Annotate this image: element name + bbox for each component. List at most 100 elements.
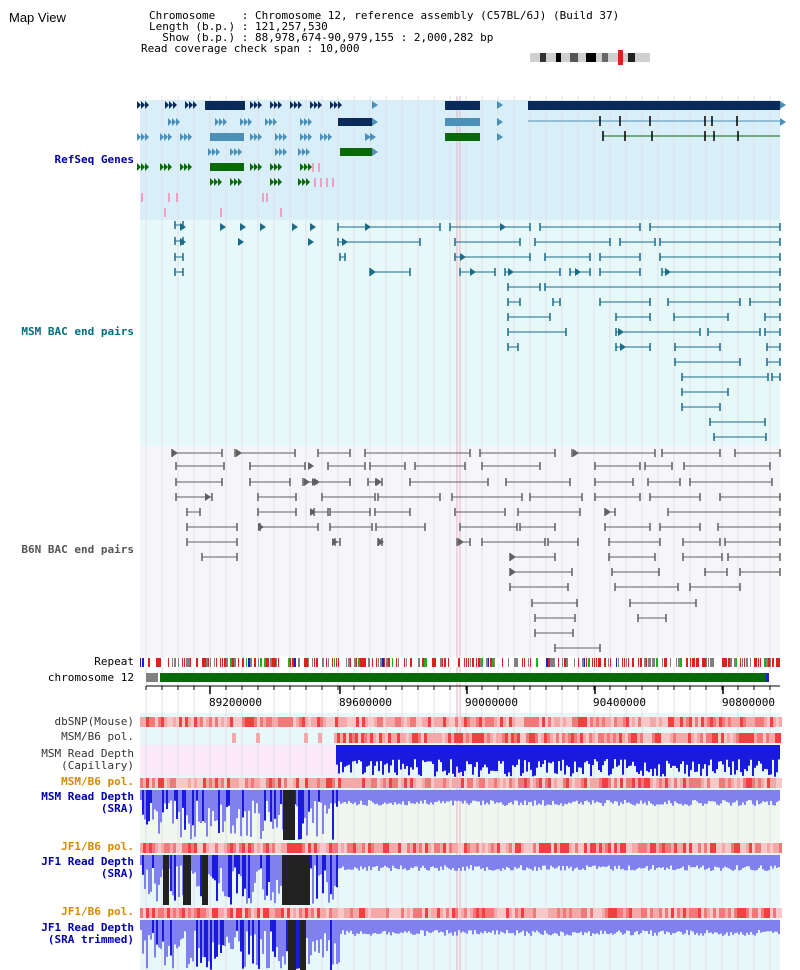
track-label-msm-b6-pol[interactable]: MSM/B6 pol. xyxy=(61,730,134,743)
capillary-depth-bar xyxy=(470,745,472,765)
jf1-b6-pol-2-segment xyxy=(299,908,302,918)
jf1-sra-depth-bar xyxy=(754,855,756,871)
dbsnp-segment xyxy=(245,717,248,727)
repeat-element xyxy=(696,658,698,667)
jf1-sra-depth-bar xyxy=(646,855,648,866)
jf1-trimmed-depth-bar xyxy=(494,920,496,935)
jf1-b6-pol-segment xyxy=(413,843,416,853)
gene-arrow xyxy=(279,148,283,156)
jf1-b6-pol-segment xyxy=(371,843,374,853)
msm-sra-depth-bar xyxy=(510,790,512,803)
track-label-chromosome[interactable]: chromosome 12 xyxy=(47,671,134,684)
msm-b6-pol-segment xyxy=(739,733,742,743)
msm-sra-depth-bar xyxy=(476,790,478,802)
jf1-b6-pol-2-segment xyxy=(401,908,404,918)
msm-sra-depth-bar xyxy=(484,790,486,805)
track-label-msm-read-depth-capillary[interactable]: MSM Read Depth (Capillary) xyxy=(41,748,134,772)
capillary-depth-bar xyxy=(530,745,532,770)
msm-b6-pol-segment xyxy=(688,733,691,743)
jf1-b6-pol-segment xyxy=(551,843,554,853)
jf1-sra-depth-bar xyxy=(506,855,508,867)
jf1-b6-pol-segment xyxy=(326,843,329,853)
capillary-depth-bar xyxy=(418,745,420,775)
msm-sra-depth-bar xyxy=(528,790,530,803)
jf1-sra-depth-bar xyxy=(266,855,268,896)
jf1-sra-depth-bar xyxy=(142,855,144,875)
track-label-msm-b6-pol-2[interactable]: MSM/B6 pol. xyxy=(61,775,134,788)
msm-b6-pol-2-segment xyxy=(203,778,206,788)
repeat-element xyxy=(694,658,695,667)
jf1-trimmed-depth-bar xyxy=(728,920,730,936)
jf1-b6-pol-segment xyxy=(749,843,752,853)
msm-sra-depth-bar xyxy=(614,790,616,802)
jf1-sra-depth-bar xyxy=(682,855,684,867)
msm-sra-depth-bar xyxy=(700,790,702,804)
repeat-element xyxy=(648,658,650,667)
jf1-sra-depth-bar xyxy=(224,855,226,897)
dbsnp-segment xyxy=(140,717,143,727)
jf1-trimmed-depth-bar xyxy=(498,920,500,935)
jf1-b6-pol-segment xyxy=(527,843,530,853)
jf1-trimmed-depth-bar xyxy=(718,920,720,935)
repeat-element xyxy=(750,658,751,667)
dbsnp-segment xyxy=(749,717,752,727)
msm-b6-pol-segment xyxy=(391,733,394,743)
repeat-element xyxy=(426,658,427,667)
msm-sra-depth-bar xyxy=(728,790,730,803)
capillary-depth-bar xyxy=(556,745,558,774)
jf1-trimmed-depth-bar xyxy=(258,920,260,969)
jf1-sra-depth-bar xyxy=(400,855,402,866)
msm-b6-pol-segment xyxy=(352,733,355,743)
msm-b6-pol-segment xyxy=(595,733,598,743)
msm-sra-depth-bar xyxy=(530,790,532,802)
jf1-b6-pol-segment xyxy=(494,843,497,853)
msm-b6-pol-2-segment xyxy=(677,778,680,788)
msm-b6-pol-segment xyxy=(631,733,634,743)
track-label-refseq-genes[interactable]: RefSeq Genes xyxy=(54,153,134,166)
jf1-sra-depth-bar xyxy=(510,855,512,871)
jf1-sra-depth-bar xyxy=(680,855,682,869)
jf1-b6-pol-2-segment xyxy=(386,908,389,918)
track-label-jf1-b6-pol[interactable]: JF1/B6 pol. xyxy=(61,840,134,853)
gene-arrow xyxy=(298,101,302,109)
chromosome-bar xyxy=(160,673,766,682)
track-label-repeat[interactable]: Repeat xyxy=(94,655,134,668)
jf1-trimmed-depth-bar xyxy=(310,920,312,956)
dbsnp-segment xyxy=(392,717,395,727)
jf1-b6-pol-segment xyxy=(197,843,200,853)
jf1-trimmed-depth-bar xyxy=(678,920,680,932)
jf1-sra-depth-bar xyxy=(406,855,408,871)
jf1-sra-depth-bar xyxy=(760,855,762,866)
dbsnp-segment xyxy=(608,717,611,727)
jf1-trimmed-depth-bar xyxy=(234,920,236,938)
track-label-msm-bac[interactable]: MSM BAC end pairs xyxy=(21,325,134,338)
track-label-dbsnp[interactable]: dbSNP(Mouse) xyxy=(54,715,134,728)
msm-b6-pol-2-segment xyxy=(404,778,407,788)
msm-b6-pol-segment xyxy=(376,733,379,743)
msm-b6-pol-2-segment xyxy=(266,778,269,788)
gene-arrow xyxy=(254,163,258,171)
axis-tick-label: 90800000 xyxy=(722,696,775,709)
info-show-range: Show (b.p.) : 88,978,674-90,979,155 : 2,… xyxy=(149,31,494,44)
msm-b6-pol-2-segment xyxy=(455,778,458,788)
capillary-depth-bar xyxy=(772,745,774,760)
track-label-jf1-b6-pol-2[interactable]: JF1/B6 pol. xyxy=(61,905,134,918)
msm-sra-depth-bar xyxy=(758,790,760,805)
dbsnp-segment xyxy=(734,717,737,727)
msm-sra-depth-bar xyxy=(704,790,706,804)
dbsnp-segment xyxy=(557,717,560,727)
jf1-b6-pol-2-segment xyxy=(239,908,242,918)
track-label-b6n-bac[interactable]: B6N BAC end pairs xyxy=(21,543,134,556)
track-label-msm-read-depth-sra[interactable]: MSM Read Depth (SRA) xyxy=(41,791,134,815)
msm-sra-depth-bar xyxy=(272,790,274,829)
jf1-b6-pol-2-segment xyxy=(224,908,227,918)
track-label-jf1-read-depth-trimmed[interactable]: JF1 Read Depth (SRA trimmed) xyxy=(41,922,134,946)
gene-arrow xyxy=(274,163,278,171)
msm-sra-depth-bar xyxy=(460,790,462,802)
dbsnp-segment xyxy=(284,717,287,727)
jf1-trimmed-depth-bar xyxy=(248,920,250,955)
jf1-trimmed-depth-bar xyxy=(562,920,564,933)
capillary-depth-bar xyxy=(732,745,734,762)
track-label-jf1-read-depth-sra[interactable]: JF1 Read Depth (SRA) xyxy=(41,856,134,880)
